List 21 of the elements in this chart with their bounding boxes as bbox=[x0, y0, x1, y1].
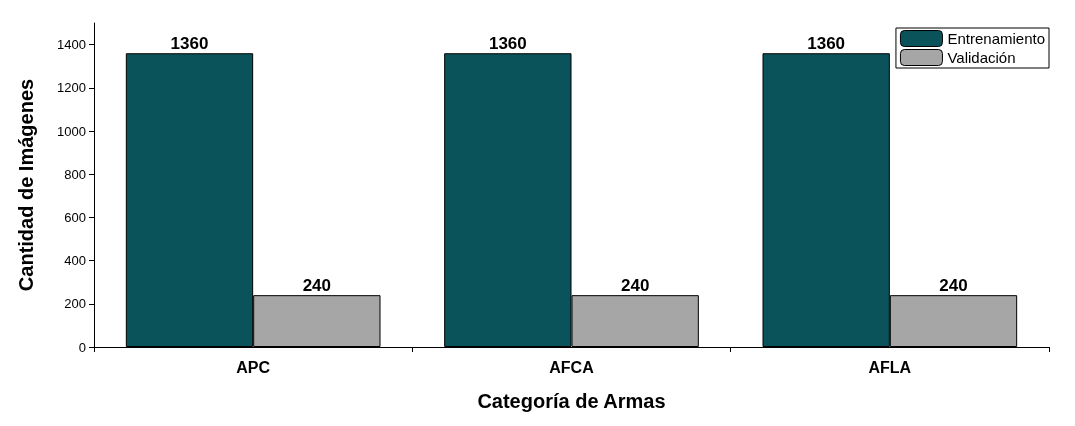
x-tick-label: AFCA bbox=[549, 358, 595, 376]
data-label: 1360 bbox=[807, 34, 846, 54]
y-axis-title: Cantidad de Imágenes bbox=[15, 78, 37, 292]
y-tick-label: 400 bbox=[64, 253, 86, 269]
y-tick-label: 1200 bbox=[57, 80, 86, 96]
legend-label: Entrenamiento bbox=[947, 30, 1045, 47]
y-tick-label: 0 bbox=[78, 339, 86, 355]
y-tick-label: 1000 bbox=[57, 123, 86, 139]
y-tick-label: 200 bbox=[64, 296, 86, 312]
x-tick-label: APC bbox=[236, 358, 271, 376]
legend-label: Validación bbox=[947, 49, 1016, 66]
data-label: 240 bbox=[620, 276, 650, 296]
data-label: 1360 bbox=[488, 34, 527, 54]
y-tick-label: 600 bbox=[64, 209, 86, 225]
y-tick-label: 1400 bbox=[57, 37, 86, 53]
data-label: 1360 bbox=[170, 34, 209, 54]
y-tick-label: 800 bbox=[64, 166, 86, 182]
x-axis-title: Categoría de Armas bbox=[477, 390, 666, 412]
data-label: 240 bbox=[302, 276, 332, 296]
data-label: 240 bbox=[939, 276, 968, 296]
x-tick-label: AFLA bbox=[868, 358, 912, 376]
